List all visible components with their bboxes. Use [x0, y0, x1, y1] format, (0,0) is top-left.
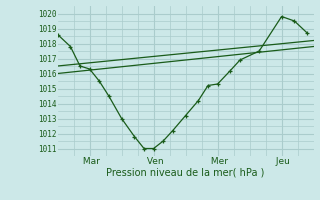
X-axis label: Pression niveau de la mer( hPa ): Pression niveau de la mer( hPa ) — [107, 168, 265, 178]
